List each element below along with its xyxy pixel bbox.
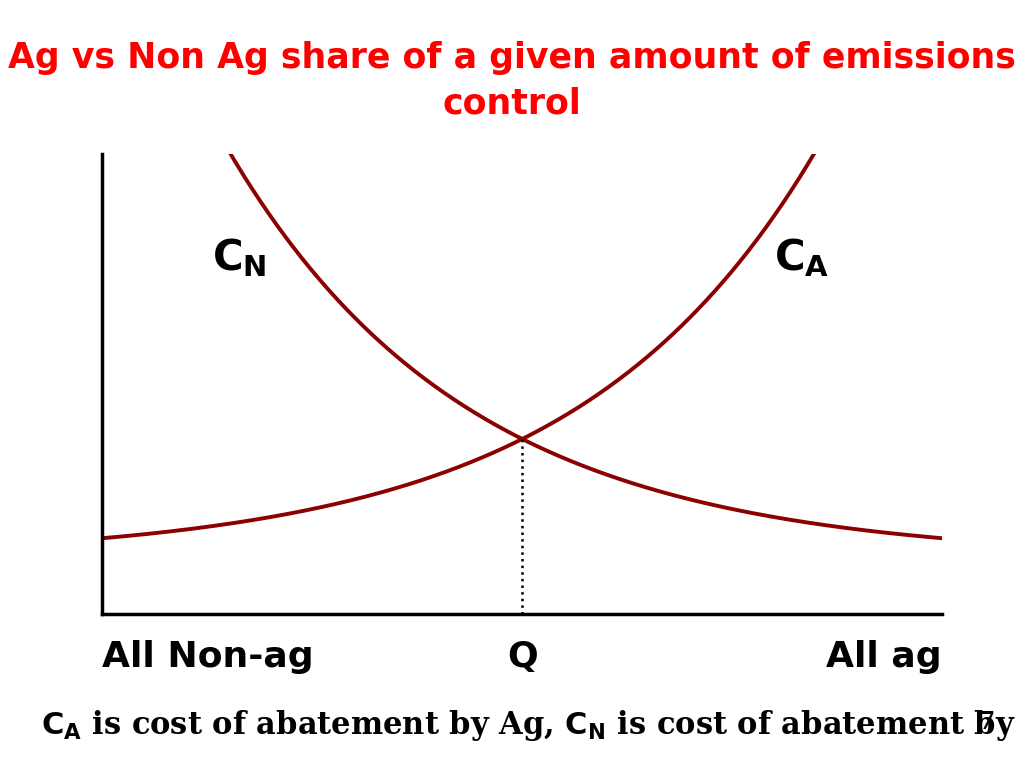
Text: All ag: All ag	[826, 640, 942, 674]
Text: Ag vs Non Ag share of a given amount of emissions
control: Ag vs Non Ag share of a given amount of …	[8, 41, 1016, 120]
Text: 7: 7	[978, 710, 995, 734]
Text: All Non-ag: All Non-ag	[102, 640, 314, 674]
Text: $\mathbf{C_N}$: $\mathbf{C_N}$	[212, 237, 266, 280]
Text: $\mathbf{C_A}$ is cost of abatement by Ag, $\mathbf{C_N}$ is cost of abatement b: $\mathbf{C_A}$ is cost of abatement by A…	[41, 708, 1024, 743]
Text: Q: Q	[507, 640, 538, 674]
Text: $\mathbf{C_A}$: $\mathbf{C_A}$	[774, 237, 829, 280]
